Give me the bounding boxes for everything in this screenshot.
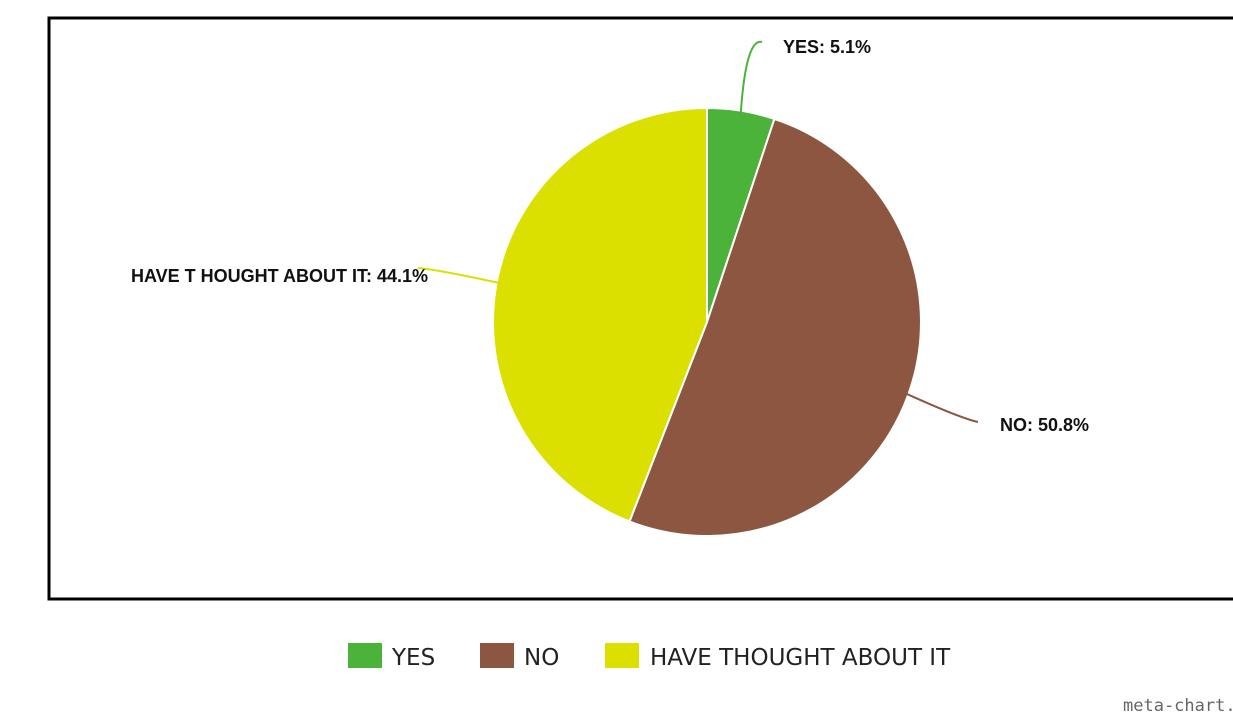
legend-swatch-have-thought-about-it [605, 643, 639, 668]
legend: YES NO HAVE THOUGHT ABOUT IT [348, 643, 951, 671]
slice-label-have-thought-about-it: HAVE T HOUGHT ABOUT IT: 44.1% [131, 266, 428, 286]
legend-label-no: NO [524, 645, 559, 671]
slice-label-yes: YES: 5.1% [783, 37, 871, 57]
slice-labels: YES: 5.1% NO: 50.8% HAVE T HOUGHT ABOUT … [131, 37, 1089, 435]
legend-swatch-yes [348, 643, 382, 668]
leader-line-no [906, 392, 979, 423]
leader-line-have-thought-about-it [417, 267, 499, 284]
credit-text: meta-chart. [1123, 696, 1233, 716]
legend-swatch-no [480, 643, 514, 668]
slice-label-no: NO: 50.8% [1000, 415, 1089, 435]
label-leaders [417, 40, 979, 423]
legend-label-have-thought-about-it: HAVE THOUGHT ABOUT IT [650, 645, 951, 671]
leader-line-yes [739, 40, 763, 113]
legend-label-yes: YES [391, 645, 435, 671]
pie-slices [492, 106, 922, 537]
